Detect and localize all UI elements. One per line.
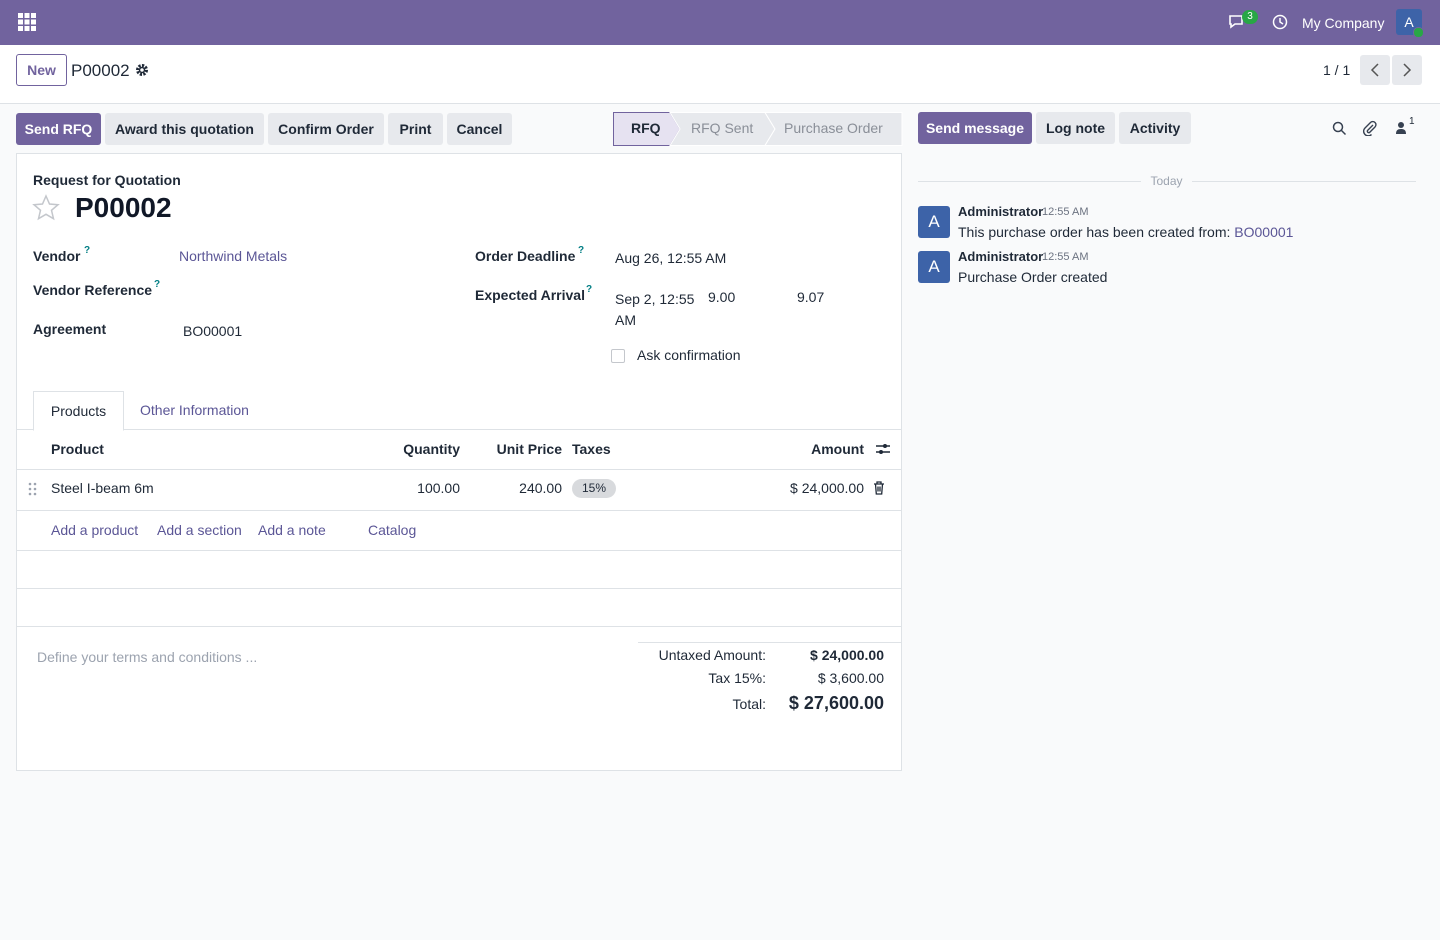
- checkbox-label: Ask confirmation: [637, 347, 741, 363]
- author-avatar[interactable]: A: [918, 206, 950, 238]
- help-marker[interactable]: ?: [578, 245, 585, 256]
- row-border: [17, 626, 901, 627]
- column-header[interactable]: Unit Price: [496, 441, 562, 457]
- column-header[interactable]: Amount: [811, 441, 864, 457]
- field-extra: 9.07: [797, 289, 825, 305]
- tab-active[interactable]: Products: [33, 391, 124, 431]
- field-value[interactable]: Aug 26, 12:55 AM: [615, 250, 727, 266]
- help-marker[interactable]: ?: [154, 279, 161, 290]
- apps-menu[interactable]: [18, 13, 36, 31]
- field-label: Agreement: [33, 321, 107, 337]
- optional-columns[interactable]: [876, 442, 890, 456]
- row-border: [17, 510, 901, 511]
- cell[interactable]: Steel I-beam 6m: [51, 480, 154, 496]
- add-line[interactable]: Add a note: [258, 522, 326, 538]
- add-line[interactable]: Catalog: [368, 522, 417, 538]
- action-button[interactable]: Print: [388, 113, 443, 145]
- message-author[interactable]: Administrator: [958, 204, 1044, 219]
- message-author[interactable]: Administrator: [958, 249, 1044, 264]
- row-border: [17, 588, 901, 589]
- message-time: 12:55 AM: [1042, 206, 1089, 218]
- action-button[interactable]: Award this quotation: [105, 113, 264, 145]
- date-separator-line: [918, 181, 1141, 182]
- total-label: Total:: [732, 696, 766, 712]
- help-marker[interactable]: ?: [84, 245, 91, 256]
- breadcrumb: P00002: [71, 61, 130, 80]
- online-dot: [1413, 27, 1424, 38]
- totals-border: [638, 642, 901, 643]
- cell[interactable]: $ 24,000.00: [790, 480, 864, 496]
- delete-row[interactable]: [873, 481, 885, 495]
- favorite-star[interactable]: [32, 194, 60, 221]
- help-marker[interactable]: ?: [586, 284, 593, 295]
- field-value[interactable]: Sep 2, 12:55 AM: [615, 291, 695, 328]
- column-header[interactable]: Taxes: [572, 441, 611, 457]
- field-value[interactable]: BO00001: [183, 323, 243, 339]
- search-icon[interactable]: [1332, 121, 1347, 136]
- chatter-button[interactable]: Log note: [1036, 112, 1115, 144]
- tax-badge[interactable]: 15%: [572, 479, 616, 498]
- tab-border: [17, 429, 901, 430]
- action-button[interactable]: Confirm Order: [268, 113, 384, 145]
- row-border: [17, 469, 901, 470]
- pager-next[interactable]: [1392, 55, 1422, 85]
- status-stage[interactable]: RFQ: [631, 120, 661, 136]
- action-button[interactable]: Cancel: [447, 113, 512, 145]
- total-label: Tax 15%:: [708, 670, 766, 686]
- checkbox[interactable]: [611, 349, 625, 363]
- follower-count: 1: [1409, 116, 1415, 127]
- status-stage[interactable]: Purchase Order: [784, 120, 883, 136]
- total-value: $ 24,000.00: [810, 647, 884, 663]
- total-value: $ 3,600.00: [817, 670, 884, 686]
- attachment-icon[interactable]: [1362, 120, 1377, 136]
- field-label: Order Deadline: [475, 248, 576, 264]
- navbar: [0, 0, 1440, 45]
- control-panel: [0, 45, 1440, 104]
- statusbar: [613, 112, 903, 146]
- field-label: Expected Arrival: [475, 287, 585, 303]
- total-label: Untaxed Amount:: [658, 647, 766, 663]
- total-value: $ 27,600.00: [788, 693, 884, 713]
- form-title: P00002: [75, 192, 172, 223]
- cell[interactable]: 240.00: [519, 480, 562, 496]
- message-text: This purchase order has been created fro…: [958, 224, 1231, 240]
- message-body: Purchase Order created: [958, 269, 1108, 285]
- column-header[interactable]: Product: [51, 441, 104, 457]
- row-border: [17, 550, 901, 551]
- message-time: 12:55 AM: [1042, 251, 1089, 263]
- message-link[interactable]: BO00001: [1234, 224, 1294, 240]
- pager-previous[interactable]: [1360, 55, 1390, 85]
- chatter-button[interactable]: Send message: [918, 112, 1032, 144]
- terms-placeholder[interactable]: Define your terms and conditions ...: [37, 649, 258, 665]
- gear-icon[interactable]: [135, 63, 149, 77]
- field-value[interactable]: Northwind Metals: [179, 248, 288, 264]
- date-separator-line: [1192, 181, 1416, 182]
- followers-icon[interactable]: [1395, 121, 1407, 135]
- add-line[interactable]: Add a section: [157, 522, 242, 538]
- form-sheet: [16, 153, 902, 771]
- drag-handle[interactable]: [28, 482, 38, 496]
- activity-icon[interactable]: [1272, 14, 1290, 32]
- column-header[interactable]: Quantity: [403, 441, 460, 457]
- status-stage[interactable]: RFQ Sent: [691, 120, 754, 136]
- cell[interactable]: 100.00: [417, 480, 460, 496]
- tab[interactable]: Other Information: [140, 402, 249, 418]
- date-separator: Today: [1150, 174, 1183, 188]
- pager: 1 / 1: [1323, 62, 1351, 78]
- message-body: This purchase order has been created fro…: [958, 224, 1293, 240]
- add-line[interactable]: Add a product: [51, 522, 139, 538]
- message-badge: 3: [1242, 10, 1258, 24]
- chatter-button[interactable]: Activity: [1119, 112, 1191, 144]
- company-switch[interactable]: My Company: [1302, 15, 1385, 31]
- action-button[interactable]: Send RFQ: [16, 113, 101, 145]
- new-button[interactable]: New: [16, 54, 67, 86]
- form-subtitle: Request for Quotation: [33, 172, 181, 188]
- field-label: Vendor Reference: [33, 282, 153, 298]
- field-extra: 9.00: [708, 289, 736, 305]
- field-label: Vendor: [33, 248, 81, 264]
- author-avatar[interactable]: A: [918, 251, 950, 283]
